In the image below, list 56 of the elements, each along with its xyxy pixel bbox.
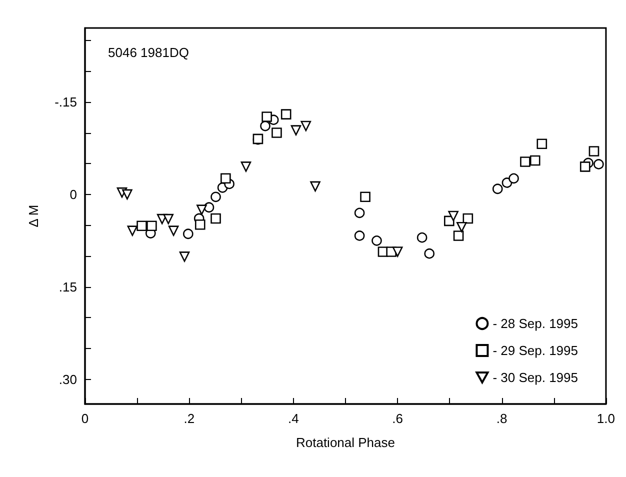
point (260, 120, 270, 132)
point (136, 220, 147, 232)
x-tick-label: 0 (81, 411, 89, 426)
y-tick-label: 0 (70, 186, 77, 202)
point (462, 213, 474, 224)
point (424, 248, 435, 259)
annotation: 5046 1981DQ (108, 45, 189, 60)
y-tick-label: .30 (58, 372, 77, 387)
point (290, 125, 302, 136)
point (508, 173, 519, 184)
point (520, 156, 530, 167)
point (210, 192, 221, 202)
point (372, 236, 382, 246)
y-tick-label: .15 (58, 279, 77, 294)
point (280, 109, 292, 120)
point (179, 252, 190, 262)
point (594, 159, 604, 170)
point (272, 128, 282, 138)
point (146, 220, 157, 232)
point (240, 162, 252, 172)
x-axis-title: Rotational Phase (296, 435, 395, 450)
y-axis-title: Δ M (26, 204, 41, 228)
point (416, 232, 428, 243)
x-tick-label: .2 (184, 411, 195, 426)
point (122, 189, 132, 200)
point (168, 226, 179, 236)
point (588, 146, 600, 156)
point (183, 228, 194, 240)
x-tick-label: .6 (392, 411, 403, 426)
legend-label: - 28 Sep. 1995 (492, 316, 578, 331)
y-tick-label: -.15 (54, 94, 77, 110)
point (163, 214, 174, 224)
point (580, 162, 590, 172)
x-tick-label: .8 (496, 411, 508, 426)
point (448, 210, 458, 222)
point (310, 181, 320, 192)
point (354, 208, 365, 218)
legend-label: - 30 Sep. 1995 (492, 370, 578, 385)
point (210, 213, 221, 224)
point (196, 204, 207, 215)
point (453, 230, 464, 241)
x-tick-label: 1.0 (596, 411, 616, 426)
point (220, 173, 231, 184)
point (194, 219, 206, 230)
point (392, 246, 403, 257)
legend-label: - 29 Sep. 1995 (492, 343, 578, 358)
point (300, 120, 312, 132)
point (456, 222, 467, 232)
point (360, 192, 370, 202)
point (536, 138, 548, 150)
x-tick-label: .4 (288, 411, 299, 426)
point (127, 226, 138, 236)
point (530, 155, 540, 166)
point (492, 184, 503, 194)
point (262, 112, 272, 122)
point (354, 230, 365, 241)
